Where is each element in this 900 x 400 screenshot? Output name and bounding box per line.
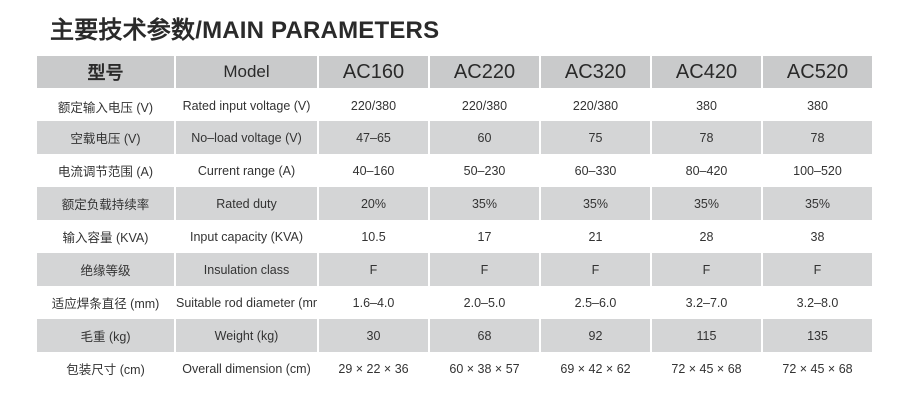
table-cell: 30: [319, 319, 428, 352]
table-cell: 35%: [430, 187, 539, 220]
table-cell: 3.2–8.0: [796, 295, 839, 310]
table-cell: F: [652, 253, 761, 286]
table-row: 输入容量 (KVA) Input capacity (KVA) 10.5 17 …: [37, 220, 872, 253]
table-cell: 1.6–4.0: [352, 295, 395, 310]
table-row: 毛重 (kg) Weight (kg) 30 68 92 115 135: [37, 319, 872, 352]
table-cell: 220/380: [572, 99, 619, 113]
table-cell: 10.5: [361, 229, 386, 244]
table-cell: 28: [699, 229, 714, 244]
table-cell: F: [541, 253, 650, 286]
table-cell: 69 × 42 × 62: [560, 361, 631, 376]
table-row: 空载电压 (V) No–load voltage (V) 47–65 60 75…: [37, 121, 872, 154]
table-cell: 60–330: [574, 163, 617, 178]
table-cell: F: [319, 253, 428, 286]
table-row: 包装尺寸 (cm) Overall dimension (cm) 29 × 22…: [37, 352, 872, 385]
model-header-ac160: AC160: [319, 56, 428, 88]
table-cell: F: [763, 253, 872, 286]
table-cell: 80–420: [685, 163, 728, 178]
model-header-ac420: AC420: [652, 56, 761, 88]
parameters-table: 型号 Model AC160 AC220 AC320 AC420 AC520 额…: [35, 56, 874, 385]
row-label-cn: 额定负载持续率: [37, 187, 174, 220]
table-cell: 92: [541, 319, 650, 352]
row-label-cn: 适应焊条直径 (mm): [51, 297, 160, 311]
row-label-en: Rated duty: [176, 187, 317, 220]
table-cell: 35%: [763, 187, 872, 220]
table-row: 适应焊条直径 (mm) Suitable rod diameter (mm) 1…: [37, 286, 872, 319]
row-label-cn: 包装尺寸 (cm): [66, 363, 145, 377]
page-title: 主要技术参数/MAIN PARAMETERS: [50, 17, 440, 44]
table-cell: 29 × 22 × 36: [338, 361, 409, 376]
table-cell: 47–65: [319, 121, 428, 154]
table-cell: 75: [541, 121, 650, 154]
table-cell: 35%: [652, 187, 761, 220]
row-label-cn: 毛重 (kg): [37, 319, 174, 352]
table-cell: 2.0–5.0: [463, 295, 506, 310]
row-label-en: No–load voltage (V): [176, 121, 317, 154]
table-cell: 40–160: [352, 163, 395, 178]
table-cell: 17: [477, 229, 492, 244]
table-cell: F: [430, 253, 539, 286]
header-label-cn: 型号: [37, 56, 174, 88]
table-cell: 78: [652, 121, 761, 154]
header-label-en: Model: [176, 56, 317, 88]
table-cell: 60: [430, 121, 539, 154]
table-cell: 3.2–7.0: [685, 295, 728, 310]
row-label-en: Input capacity (KVA): [189, 229, 303, 244]
table-cell: 380: [807, 99, 828, 113]
table-cell: 72 × 45 × 68: [671, 361, 742, 376]
model-header-ac520: AC520: [763, 56, 872, 88]
table-cell: 115: [652, 319, 761, 352]
table-row: 额定负载持续率 Rated duty 20% 35% 35% 35% 35%: [37, 187, 872, 220]
table-cell: 220/380: [350, 99, 397, 113]
table-cell: 60 × 38 × 57: [449, 361, 520, 376]
row-label-en: Suitable rod diameter (mm): [176, 295, 317, 310]
table-cell: 380: [696, 99, 717, 113]
model-header-ac220: AC220: [430, 56, 539, 88]
row-label-cn: 输入容量 (KVA): [62, 231, 149, 245]
row-label-cn: 空载电压 (V): [37, 121, 174, 154]
row-label-en: Current range (A): [197, 163, 296, 178]
row-label-cn: 额定输入电压 (V): [57, 100, 154, 115]
table-cell: 2.5–6.0: [574, 295, 617, 310]
table-header-row: 型号 Model AC160 AC220 AC320 AC420 AC520: [37, 56, 872, 88]
row-label-cn: 绝缘等级: [37, 253, 174, 286]
table-cell: 78: [763, 121, 872, 154]
table-cell: 50–230: [463, 163, 506, 178]
table-cell: 220/380: [461, 99, 508, 113]
table-cell: 35%: [541, 187, 650, 220]
row-label-en: Weight (kg): [176, 319, 317, 352]
table-cell: 100–520: [793, 163, 842, 178]
row-label-cn: 电流调节范围 (A): [57, 165, 154, 179]
table-cell: 135: [763, 319, 872, 352]
table-cell: 68: [430, 319, 539, 352]
model-header-ac320: AC320: [541, 56, 650, 88]
table-cell: 20%: [319, 187, 428, 220]
table-row: 绝缘等级 Insulation class F F F F F: [37, 253, 872, 286]
table-row: 额定输入电压 (V) Rated input voltage (V) 220/3…: [37, 88, 872, 121]
table-cell: 72 × 45 × 68: [782, 361, 853, 376]
row-label-en: Rated input voltage (V): [182, 99, 311, 113]
table-cell: 21: [588, 229, 603, 244]
table-row: 电流调节范围 (A) Current range (A) 40–160 50–2…: [37, 154, 872, 187]
row-label-en: Insulation class: [176, 253, 317, 286]
row-label-en: Overall dimension (cm): [182, 361, 311, 376]
table-cell: 38: [810, 229, 825, 244]
